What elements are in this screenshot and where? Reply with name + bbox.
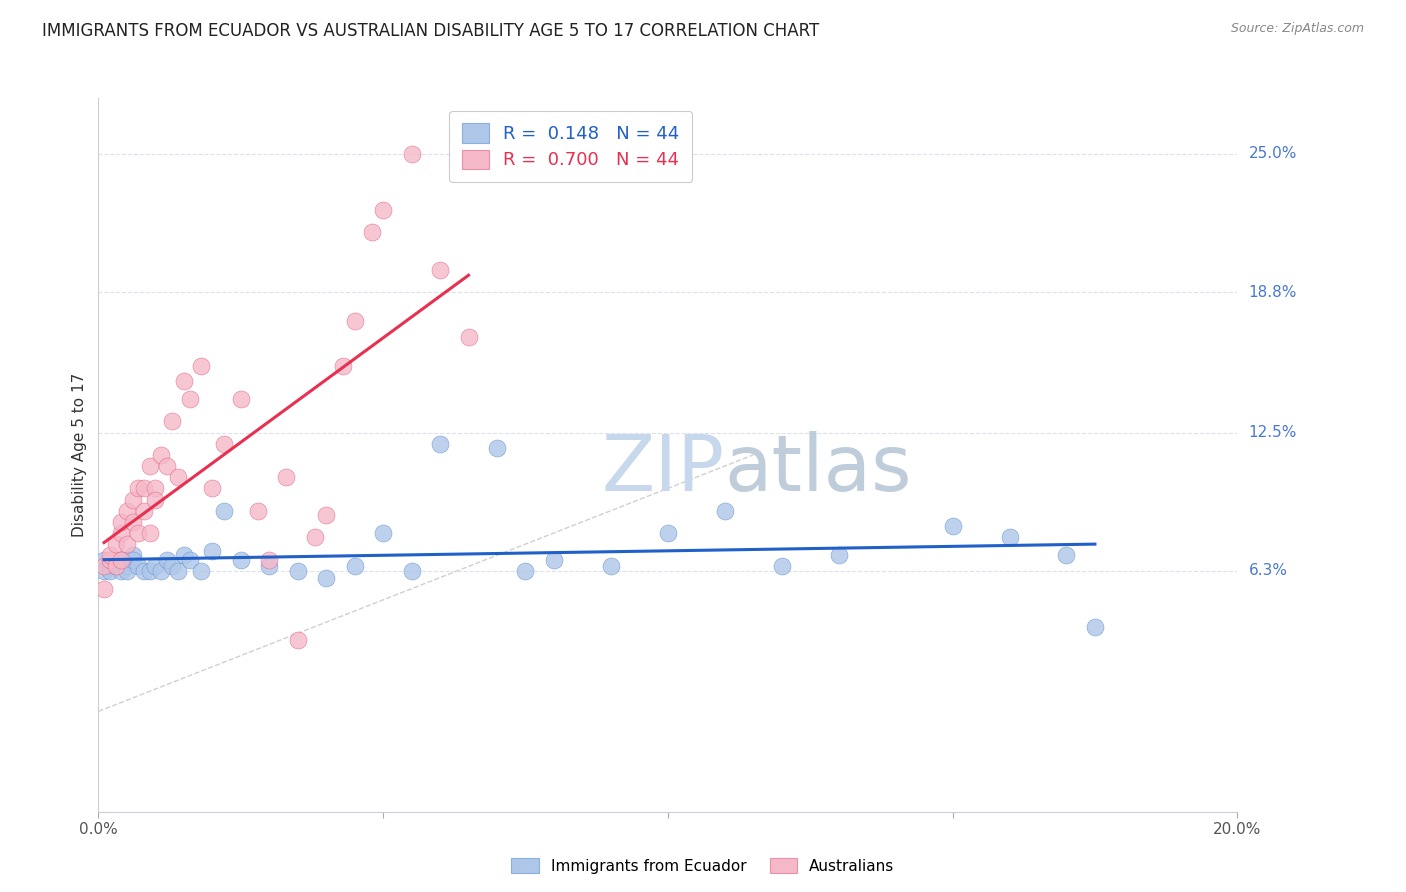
Australians — [360, 225, 382, 239]
Australians — [332, 359, 354, 373]
Immigrants from Ecuador — [212, 503, 235, 517]
Australians — [93, 559, 115, 574]
Immigrants from Ecuador — [657, 526, 679, 541]
Immigrants from Ecuador — [201, 544, 224, 558]
Australians — [246, 503, 269, 517]
Australians — [127, 482, 149, 496]
Immigrants from Ecuador — [104, 559, 127, 574]
Immigrants from Ecuador — [315, 571, 337, 585]
Australians — [110, 552, 132, 567]
Australians — [138, 526, 160, 541]
Australians — [276, 470, 298, 484]
Immigrants from Ecuador — [150, 564, 173, 578]
Immigrants from Ecuador — [110, 552, 132, 567]
Australians — [259, 552, 281, 567]
Australians — [132, 482, 155, 496]
Australians — [127, 526, 149, 541]
Text: Source: ZipAtlas.com: Source: ZipAtlas.com — [1230, 22, 1364, 36]
Australians — [229, 392, 252, 407]
Immigrants from Ecuador — [190, 564, 212, 578]
Australians — [429, 262, 451, 277]
Immigrants from Ecuador — [543, 552, 565, 567]
Immigrants from Ecuador — [343, 559, 366, 574]
Immigrants from Ecuador — [121, 548, 143, 563]
Immigrants from Ecuador — [1056, 548, 1078, 563]
Immigrants from Ecuador — [156, 552, 179, 567]
Text: IMMIGRANTS FROM ECUADOR VS AUSTRALIAN DISABILITY AGE 5 TO 17 CORRELATION CHART: IMMIGRANTS FROM ECUADOR VS AUSTRALIAN DI… — [42, 22, 820, 40]
Legend: Immigrants from Ecuador, Australians: Immigrants from Ecuador, Australians — [505, 852, 901, 880]
Immigrants from Ecuador — [515, 564, 537, 578]
Australians — [457, 330, 479, 344]
Immigrants from Ecuador — [942, 519, 965, 533]
Immigrants from Ecuador — [132, 564, 155, 578]
Text: 25.0%: 25.0% — [1249, 146, 1296, 161]
Immigrants from Ecuador — [145, 559, 167, 574]
Australians — [343, 314, 366, 328]
Immigrants from Ecuador — [828, 548, 851, 563]
Australians — [138, 458, 160, 473]
Australians — [115, 537, 138, 551]
Immigrants from Ecuador — [110, 564, 132, 578]
Australians — [212, 437, 235, 451]
Immigrants from Ecuador — [127, 559, 149, 574]
Text: 18.8%: 18.8% — [1249, 285, 1296, 300]
Australians — [98, 548, 121, 563]
Australians — [173, 375, 195, 389]
Immigrants from Ecuador — [138, 564, 160, 578]
Australians — [98, 552, 121, 567]
Y-axis label: Disability Age 5 to 17: Disability Age 5 to 17 — [72, 373, 87, 537]
Australians — [115, 503, 138, 517]
Text: atlas: atlas — [725, 431, 912, 508]
Australians — [179, 392, 201, 407]
Australians — [315, 508, 337, 523]
Text: 12.5%: 12.5% — [1249, 425, 1296, 440]
Immigrants from Ecuador — [600, 559, 623, 574]
Immigrants from Ecuador — [259, 559, 281, 574]
Australians — [104, 537, 127, 551]
Immigrants from Ecuador — [486, 442, 509, 455]
Immigrants from Ecuador — [98, 559, 121, 574]
Australians — [93, 582, 115, 596]
Immigrants from Ecuador — [179, 552, 201, 567]
Australians — [373, 202, 395, 217]
Australians — [201, 482, 224, 496]
Immigrants from Ecuador — [373, 526, 395, 541]
Immigrants from Ecuador — [287, 564, 309, 578]
Australians — [104, 559, 127, 574]
Immigrants from Ecuador — [1084, 619, 1107, 633]
Immigrants from Ecuador — [115, 559, 138, 574]
Immigrants from Ecuador — [429, 437, 451, 451]
Immigrants from Ecuador — [162, 559, 184, 574]
Immigrants from Ecuador — [770, 559, 793, 574]
Immigrants from Ecuador — [98, 564, 121, 578]
Immigrants from Ecuador — [173, 548, 195, 563]
Australians — [145, 482, 167, 496]
Text: ZIP: ZIP — [602, 431, 725, 508]
Australians — [132, 503, 155, 517]
Immigrants from Ecuador — [93, 564, 115, 578]
Australians — [145, 492, 167, 507]
Immigrants from Ecuador — [167, 564, 190, 578]
Australians — [150, 448, 173, 462]
Immigrants from Ecuador — [401, 564, 423, 578]
Text: 6.3%: 6.3% — [1249, 564, 1288, 578]
Immigrants from Ecuador — [115, 564, 138, 578]
Australians — [401, 146, 423, 161]
Australians — [121, 515, 143, 529]
Australians — [304, 530, 326, 544]
Immigrants from Ecuador — [714, 503, 737, 517]
Australians — [110, 515, 132, 529]
Australians — [190, 359, 212, 373]
Legend: R =  0.148   N = 44, R =  0.700   N = 44: R = 0.148 N = 44, R = 0.700 N = 44 — [449, 111, 692, 182]
Immigrants from Ecuador — [229, 552, 252, 567]
Immigrants from Ecuador — [121, 552, 143, 567]
Immigrants from Ecuador — [93, 552, 115, 567]
Australians — [162, 414, 184, 428]
Australians — [156, 458, 179, 473]
Australians — [287, 633, 309, 648]
Australians — [167, 470, 190, 484]
Immigrants from Ecuador — [998, 530, 1021, 544]
Australians — [110, 526, 132, 541]
Australians — [121, 492, 143, 507]
